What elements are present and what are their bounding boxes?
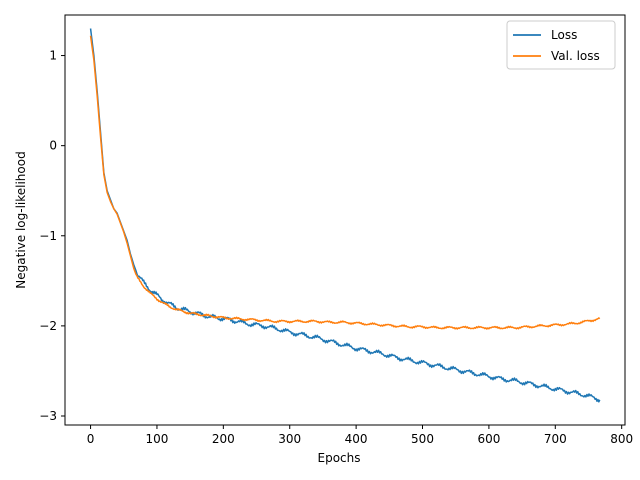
y-tick-label: −1 [39, 229, 57, 243]
y-axis-label: Negative log-likelihood [14, 151, 28, 288]
x-tick-label: 200 [212, 432, 235, 446]
legend-label: Val. loss [551, 49, 600, 63]
x-tick-label: 0 [87, 432, 95, 446]
x-tick-label: 800 [610, 432, 633, 446]
x-tick-label: 600 [477, 432, 500, 446]
y-tick-label: 0 [49, 139, 57, 153]
x-tick-label: 500 [411, 432, 434, 446]
x-tick-label: 400 [345, 432, 368, 446]
x-tick-label: 700 [544, 432, 567, 446]
y-tick-label: −3 [39, 409, 57, 423]
legend: Loss Val. loss [507, 21, 615, 69]
y-tick-label: −2 [39, 319, 57, 333]
legend-label: Loss [551, 28, 577, 42]
y-tick-label: 1 [49, 49, 57, 63]
x-axis-label: Epochs [318, 451, 361, 465]
x-tick-label: 300 [278, 432, 301, 446]
x-tick-label: 100 [145, 432, 168, 446]
